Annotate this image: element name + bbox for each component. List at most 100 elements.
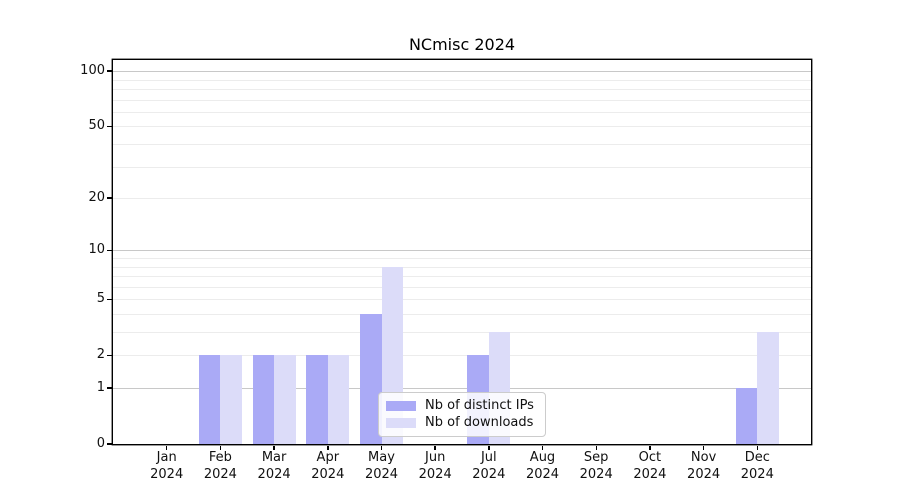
x-tick-mark-aug xyxy=(541,445,544,450)
gridline-1 xyxy=(113,388,811,389)
gridline-9 xyxy=(113,258,811,259)
y-tick-mark-100 xyxy=(107,70,112,72)
gridline-30 xyxy=(113,166,811,168)
x-tick-label-sep: Sep 2024 xyxy=(568,449,624,483)
x-tick-label-jan: Jan 2024 xyxy=(139,449,195,483)
x-tick-year-oct: 2024 xyxy=(633,467,667,482)
bar-downloads-mar xyxy=(274,355,296,444)
x-tick-mark-feb xyxy=(219,445,222,450)
x-tick-year-may: 2024 xyxy=(364,467,399,482)
legend: Nb of distinct IPs Nb of downloads xyxy=(378,392,546,437)
x-tick-label-apr: Apr 2024 xyxy=(300,449,356,483)
x-tick-mark-sep xyxy=(595,445,597,450)
gridline-2 xyxy=(113,355,811,357)
bar-distinct-ips-dec xyxy=(735,388,758,444)
y-tick-label-20: 20 xyxy=(88,190,105,206)
gridline-90 xyxy=(113,79,811,81)
legend-label-downloads: Nb of downloads xyxy=(425,414,534,430)
gridline-60 xyxy=(113,111,811,113)
gridline-70 xyxy=(113,99,811,101)
x-tick-year-jul: 2024 xyxy=(472,467,506,482)
x-tick-month-jan: Jan xyxy=(156,450,177,465)
y-tick-label-0: 0 xyxy=(96,436,105,451)
gridline-20 xyxy=(113,198,811,200)
x-tick-year-nov: 2024 xyxy=(687,467,721,482)
gridline-4 xyxy=(113,314,811,315)
x-tick-mark-jul xyxy=(488,445,490,450)
y-tick-mark-20 xyxy=(107,197,112,199)
bar-downloads-feb xyxy=(220,355,242,444)
x-tick-label-jun: Jun 2024 xyxy=(407,449,463,483)
x-tick-year-mar: 2024 xyxy=(257,467,291,482)
gridline-50 xyxy=(113,126,811,128)
x-tick-year-sep: 2024 xyxy=(579,467,613,482)
x-tick-label-jul: Jul 2024 xyxy=(461,449,517,483)
y-tick-mark-5 xyxy=(107,298,112,300)
x-tick-label-may: May 2024 xyxy=(354,449,410,483)
gridline-6 xyxy=(113,286,811,288)
y-tick-mark-2 xyxy=(107,354,112,356)
x-tick-mark-nov xyxy=(702,445,705,450)
x-tick-month-oct: Oct xyxy=(638,450,662,465)
bar-distinct-ips-mar xyxy=(252,355,275,444)
gridline-10 xyxy=(113,250,811,252)
x-tick-month-jun: Jun xyxy=(425,450,446,465)
x-tick-label-nov: Nov 2024 xyxy=(676,449,732,483)
bar-downloads-apr xyxy=(327,355,350,444)
x-tick-year-aug: 2024 xyxy=(525,467,560,482)
x-tick-year-jun: 2024 xyxy=(418,467,452,482)
x-tick-mark-jan xyxy=(165,445,168,450)
y-tick-label-5: 5 xyxy=(96,291,105,307)
gridline-7 xyxy=(113,276,811,277)
x-tick-month-aug: Aug xyxy=(529,450,556,465)
y-tick-mark-50 xyxy=(107,125,112,128)
x-tick-month-apr: Apr xyxy=(316,450,340,465)
x-tick-month-sep: Sep xyxy=(583,450,609,465)
x-tick-month-may: May xyxy=(368,450,395,465)
x-tick-mark-jun xyxy=(434,445,436,450)
x-tick-year-feb: 2024 xyxy=(203,467,237,482)
legend-item-downloads: Nb of downloads xyxy=(386,415,538,431)
x-tick-mark-oct xyxy=(649,445,651,450)
x-tick-label-oct: Oct 2024 xyxy=(622,449,678,483)
x-tick-year-jan: 2024 xyxy=(150,467,184,482)
gridline-100 xyxy=(113,71,811,73)
x-tick-mark-apr xyxy=(327,445,329,450)
x-tick-label-feb: Feb 2024 xyxy=(192,449,248,483)
y-tick-mark-10 xyxy=(107,249,112,251)
bar-downloads-dec xyxy=(757,332,779,444)
y-tick-mark-0 xyxy=(107,443,112,445)
x-tick-year-dec: 2024 xyxy=(740,467,774,482)
legend-label-distinct-ips: Nb of distinct IPs xyxy=(425,398,534,414)
y-tick-label-10: 10 xyxy=(88,242,105,258)
x-tick-mark-may xyxy=(380,445,383,450)
x-tick-month-dec: Dec xyxy=(744,450,770,465)
gridline-3 xyxy=(113,332,811,333)
x-tick-mark-dec xyxy=(756,445,759,450)
x-tick-label-dec: Dec 2024 xyxy=(729,449,785,483)
chart-title: NCmisc 2024 xyxy=(408,35,516,54)
plot-area xyxy=(113,60,811,444)
y-tick-mark-1 xyxy=(107,387,112,389)
x-tick-label-aug: Aug 2024 xyxy=(515,449,571,483)
legend-item-distinct-ips: Nb of distinct IPs xyxy=(386,398,538,414)
bar-distinct-ips-feb xyxy=(198,355,221,444)
gridline-8 xyxy=(113,266,811,268)
legend-swatch-downloads-icon xyxy=(386,417,416,428)
y-tick-label-2: 2 xyxy=(96,347,105,363)
gridline-5 xyxy=(113,299,811,301)
y-tick-label-1: 1 xyxy=(96,380,105,395)
x-tick-month-mar: Mar xyxy=(261,450,287,465)
bar-distinct-ips-may xyxy=(360,314,382,444)
x-tick-month-feb: Feb xyxy=(208,450,232,465)
y-tick-label-100: 100 xyxy=(80,63,105,79)
bar-distinct-ips-apr xyxy=(306,355,328,444)
x-tick-month-jul: Jul xyxy=(480,450,497,465)
gridline-80 xyxy=(113,89,811,90)
x-tick-month-nov: Nov xyxy=(690,450,717,465)
legend-swatch-distinct-ips-icon xyxy=(386,401,416,412)
gridline-40 xyxy=(113,144,811,145)
x-tick-year-apr: 2024 xyxy=(311,467,345,482)
x-tick-label-mar: Mar 2024 xyxy=(246,449,302,483)
